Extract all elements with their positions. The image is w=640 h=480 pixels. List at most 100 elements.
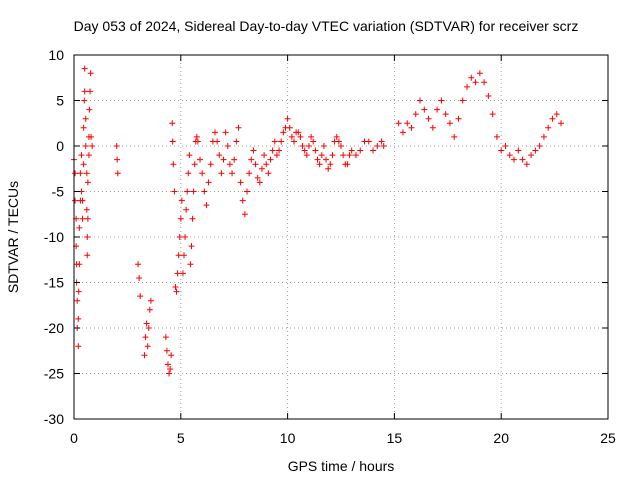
data-point: [399, 129, 406, 136]
data-point: [288, 133, 295, 140]
data-point: [540, 133, 547, 140]
data-point: [147, 297, 154, 304]
data-point: [295, 129, 302, 136]
data-point: [511, 156, 518, 163]
y-tick-label: -15: [44, 275, 64, 291]
data-point: [451, 133, 458, 140]
data-point: [218, 170, 225, 177]
data-point: [77, 170, 84, 177]
data-point: [404, 120, 411, 127]
data-point: [237, 179, 244, 186]
series-early-spikes: [71, 65, 96, 350]
data-point: [284, 115, 291, 122]
data-point: [199, 170, 206, 177]
data-point: [485, 92, 492, 99]
data-point: [81, 97, 88, 104]
data-point: [79, 197, 86, 204]
data-point: [168, 352, 175, 359]
data-point: [220, 156, 227, 163]
data-point: [203, 202, 210, 209]
data-point: [493, 133, 500, 140]
data-point: [82, 115, 89, 122]
data-point: [434, 106, 441, 113]
data-point: [549, 115, 556, 122]
data-point: [239, 197, 246, 204]
data-point: [87, 88, 94, 95]
data-point: [135, 261, 142, 268]
data-point: [185, 170, 192, 177]
data-point: [528, 152, 535, 159]
data-point: [489, 111, 496, 118]
data-point: [545, 124, 552, 131]
data-point: [267, 156, 274, 163]
data-point: [254, 174, 261, 181]
data-point: [325, 165, 332, 172]
data-point: [169, 120, 176, 127]
data-point: [553, 111, 560, 118]
data-point: [235, 124, 242, 131]
data-point: [146, 306, 153, 313]
data-point: [269, 147, 276, 154]
data-point: [323, 156, 330, 163]
data-point: [163, 347, 170, 354]
data-point: [273, 152, 280, 159]
series-hour-3: [135, 261, 154, 359]
data-point: [395, 120, 402, 127]
y-tick-label: -30: [44, 411, 64, 427]
data-point: [80, 161, 87, 168]
data-point: [231, 156, 238, 163]
data-point: [113, 143, 120, 149]
data-point: [177, 215, 184, 222]
data-point: [280, 129, 287, 136]
y-axis-label: SDTVAR / TECUs: [5, 181, 21, 293]
data-point: [87, 70, 94, 77]
data-point: [72, 197, 79, 204]
data-point: [346, 152, 353, 159]
data-point: [301, 147, 308, 154]
data-point: [186, 152, 193, 159]
data-point: [216, 152, 223, 159]
data-point: [506, 152, 513, 159]
data-point: [84, 215, 91, 222]
data-point: [286, 124, 293, 131]
data-point: [327, 161, 334, 168]
data-point: [173, 288, 180, 295]
data-point: [314, 156, 321, 163]
data-point: [211, 129, 218, 136]
data-point: [183, 206, 190, 213]
x-tick-label: 25: [600, 430, 616, 446]
data-point: [329, 152, 336, 159]
x-tick-label: 20: [493, 430, 509, 446]
data-point: [310, 138, 317, 145]
data-point: [201, 188, 208, 195]
data-point: [374, 143, 381, 149]
data-point: [333, 133, 340, 140]
data-point: [72, 170, 79, 177]
data-point: [229, 170, 236, 177]
data-point: [425, 115, 432, 122]
data-point: [74, 297, 81, 304]
series-hour-2: [113, 143, 121, 177]
data-point: [143, 320, 150, 327]
data-point: [344, 161, 351, 168]
data-point: [179, 270, 186, 277]
x-axis-label: GPS time / hours: [288, 458, 395, 474]
data-point: [370, 147, 377, 154]
data-point: [378, 138, 385, 145]
data-point: [417, 97, 424, 104]
data-point: [248, 156, 255, 163]
data-point: [320, 143, 327, 149]
data-point: [79, 215, 86, 222]
data-point: [170, 161, 177, 168]
y-tick-label: -5: [52, 184, 65, 200]
data-point: [164, 361, 171, 368]
data-point: [169, 138, 176, 145]
chart-title: Day 053 of 2024, Sidereal Day-to-day VTE…: [74, 18, 579, 34]
data-point: [194, 138, 201, 145]
data-point: [348, 147, 355, 154]
grid-lines: [74, 55, 608, 419]
data-point: [86, 106, 93, 113]
data-points: [71, 65, 565, 377]
data-point: [468, 74, 475, 81]
